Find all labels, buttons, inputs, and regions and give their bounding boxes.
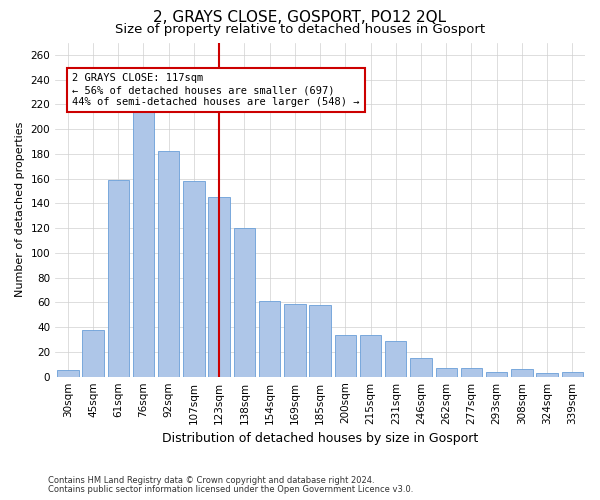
Bar: [360, 334, 381, 376]
Bar: [536, 373, 558, 376]
Bar: [233, 228, 255, 376]
Bar: [82, 330, 104, 376]
Bar: [562, 372, 583, 376]
Bar: [57, 370, 79, 376]
Text: Size of property relative to detached houses in Gosport: Size of property relative to detached ho…: [115, 22, 485, 36]
Bar: [310, 305, 331, 376]
Bar: [208, 197, 230, 376]
Bar: [486, 372, 508, 376]
Bar: [284, 304, 305, 376]
Bar: [335, 334, 356, 376]
X-axis label: Distribution of detached houses by size in Gosport: Distribution of detached houses by size …: [162, 432, 478, 445]
Y-axis label: Number of detached properties: Number of detached properties: [15, 122, 25, 298]
Text: Contains public sector information licensed under the Open Government Licence v3: Contains public sector information licen…: [48, 485, 413, 494]
Bar: [511, 370, 533, 376]
Bar: [436, 368, 457, 376]
Text: 2, GRAYS CLOSE, GOSPORT, PO12 2QL: 2, GRAYS CLOSE, GOSPORT, PO12 2QL: [154, 10, 446, 25]
Bar: [385, 341, 406, 376]
Bar: [107, 180, 129, 376]
Text: 2 GRAYS CLOSE: 117sqm
← 56% of detached houses are smaller (697)
44% of semi-det: 2 GRAYS CLOSE: 117sqm ← 56% of detached …: [73, 74, 360, 106]
Bar: [259, 301, 280, 376]
Bar: [410, 358, 432, 376]
Text: Contains HM Land Registry data © Crown copyright and database right 2024.: Contains HM Land Registry data © Crown c…: [48, 476, 374, 485]
Bar: [183, 181, 205, 376]
Bar: [461, 368, 482, 376]
Bar: [133, 107, 154, 376]
Bar: [158, 152, 179, 376]
